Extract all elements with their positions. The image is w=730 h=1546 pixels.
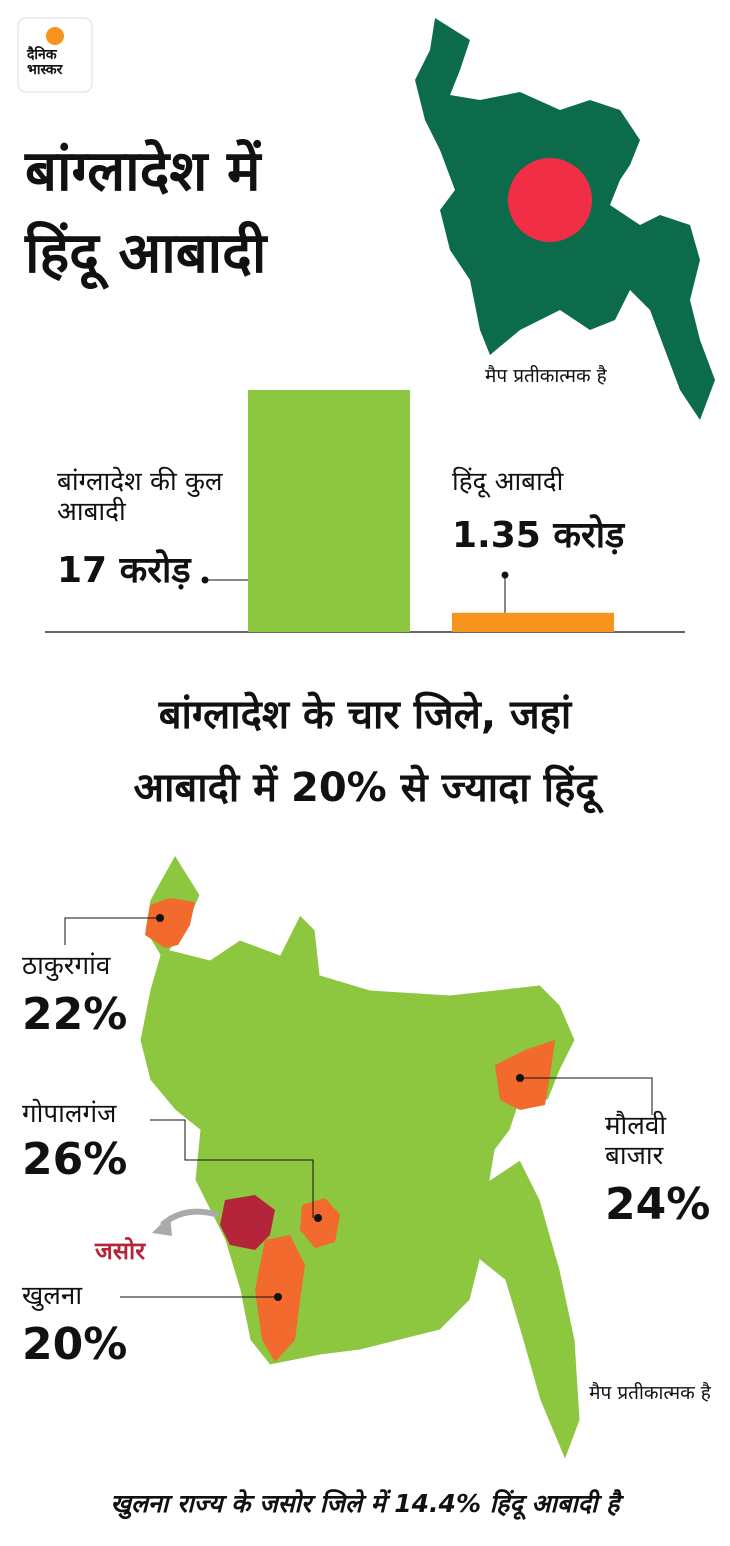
logo-text: दैनिक भास्कर xyxy=(27,48,62,77)
value-label: 17 करोड़ xyxy=(57,550,191,591)
title-line: हिंदू आबादी xyxy=(25,221,267,286)
footer: खुलना राज्य के जसोर जिले में 14.4% हिंदू… xyxy=(110,1489,620,1518)
jessore-arrowhead xyxy=(152,1215,172,1236)
leader-line xyxy=(520,1077,653,1115)
section-title: बांग्लादेश के चार जिले, जहां xyxy=(158,692,572,738)
district-jessore xyxy=(220,1195,275,1250)
map-note: मैप प्रतीकात्मक है xyxy=(589,1382,711,1404)
logo-line: दैनिक xyxy=(27,47,57,63)
district-value: 22% xyxy=(22,989,128,1040)
logo-sun xyxy=(46,27,64,45)
title-line: बांग्लादेश में xyxy=(25,139,261,204)
section-title: आबादी में 20% से ज्यादा हिंदू xyxy=(133,765,597,811)
value-label: 1.35 करोड़ xyxy=(452,515,625,556)
leader-line xyxy=(150,1119,314,1218)
district-thakurgaon xyxy=(145,898,195,948)
map-note: मैप प्रतीकात्मक है xyxy=(485,365,607,387)
district-value: 20% xyxy=(22,1319,128,1370)
district-value: 24% xyxy=(605,1179,711,1230)
category-label: बांग्लादेश की कुल आबादी xyxy=(57,467,223,527)
leader-dot xyxy=(314,1214,322,1222)
leader-dot xyxy=(156,914,164,922)
leader-line xyxy=(64,917,160,945)
top-map-circle xyxy=(508,158,592,242)
district-gopalganj xyxy=(300,1198,340,1248)
jessore-label: जसोर xyxy=(95,1237,146,1265)
district-value: 26% xyxy=(22,1134,128,1185)
logo-line: भास्कर xyxy=(27,61,63,78)
district-map xyxy=(139,854,581,1462)
category-label: हिंदू आबादी xyxy=(452,467,564,497)
district-name: ठाकुरगांव xyxy=(22,951,111,981)
leader-dot xyxy=(516,1074,524,1082)
bar xyxy=(452,612,614,632)
bar xyxy=(248,390,410,632)
district-name: मौलवी बाजार xyxy=(605,1111,667,1171)
district-name: गोपालगंज xyxy=(22,1099,117,1129)
district-name: खुलना xyxy=(22,1281,83,1311)
leader-dot xyxy=(274,1293,282,1301)
district-moulvibazar xyxy=(495,1040,555,1110)
logo-box xyxy=(17,17,93,93)
